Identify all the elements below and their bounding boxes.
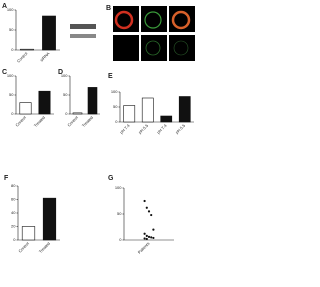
data-point xyxy=(143,232,146,235)
x-tick-label: siRNA xyxy=(39,51,51,63)
bar xyxy=(42,15,56,51)
data-point xyxy=(143,199,146,203)
x-tick-label: Patients xyxy=(137,241,151,255)
y-tick-label: 0 xyxy=(11,111,14,116)
y-tick-label: 50 xyxy=(9,27,14,32)
bar xyxy=(123,105,136,123)
panel-label: D xyxy=(58,69,63,76)
bar xyxy=(38,90,51,115)
data-point xyxy=(147,210,151,213)
panel-label: A xyxy=(2,3,7,10)
x-tick-label: Treated xyxy=(81,115,94,128)
x-tick-label: Control xyxy=(66,115,79,128)
y-tick-label: 50 xyxy=(113,104,118,109)
data-point xyxy=(147,235,151,238)
data-point xyxy=(150,213,153,217)
y-tick-label: 50 xyxy=(117,211,122,216)
x-tick-label: Treated xyxy=(38,241,51,254)
y-tick-label: 100 xyxy=(7,73,14,78)
blot-band xyxy=(70,34,96,38)
data-point xyxy=(152,228,155,231)
panel-label: G xyxy=(108,175,114,182)
data-point xyxy=(150,236,153,239)
y-tick-label: 100 xyxy=(7,7,14,12)
western-blot xyxy=(70,24,96,38)
bar xyxy=(178,96,191,123)
bar xyxy=(21,226,36,241)
microscopy-images xyxy=(113,6,195,61)
panel-label: B xyxy=(106,5,111,12)
x-tick-label: Control xyxy=(16,51,29,64)
y-tick-label: 0 xyxy=(65,111,68,116)
panel-label: C xyxy=(2,69,7,76)
y-tick-label: 50 xyxy=(9,92,14,97)
y-tick-label: 40 xyxy=(11,210,16,215)
y-tick-label: 20 xyxy=(11,224,16,229)
y-tick-label: 50 xyxy=(63,92,68,97)
panel-label: E xyxy=(108,73,113,80)
x-tick-label: Treated xyxy=(33,115,46,128)
bar xyxy=(72,112,83,115)
y-tick-label: 100 xyxy=(111,89,118,94)
x-tick-label: Control xyxy=(14,115,27,128)
x-tick-label: pH 7.4 xyxy=(119,122,131,134)
y-tick-label: 60 xyxy=(11,197,16,202)
bar xyxy=(20,48,34,51)
bar xyxy=(141,97,154,123)
y-tick-label: 0 xyxy=(115,119,118,124)
panel-label: F xyxy=(4,175,9,182)
x-tick-label: pH 7.4 xyxy=(156,122,168,134)
x-tick-label: Control xyxy=(17,241,30,254)
data-point xyxy=(145,206,148,209)
bar xyxy=(19,102,32,115)
y-tick-label: 80 xyxy=(11,183,16,188)
bar xyxy=(87,87,98,115)
y-tick-label: 100 xyxy=(61,73,68,78)
y-tick-label: 0 xyxy=(119,237,122,242)
data-point xyxy=(152,236,155,240)
blot-band xyxy=(70,24,96,29)
x-tick-label: pH 5.5 xyxy=(137,122,149,134)
x-tick-label: pH 5.5 xyxy=(174,122,186,134)
y-tick-label: 0 xyxy=(13,237,16,242)
bar xyxy=(42,197,57,241)
bar xyxy=(160,115,173,123)
y-tick-label: 0 xyxy=(11,47,14,52)
data-point xyxy=(145,237,148,241)
data-point xyxy=(143,237,146,240)
data-point xyxy=(145,234,148,237)
y-tick-label: 100 xyxy=(115,185,122,190)
